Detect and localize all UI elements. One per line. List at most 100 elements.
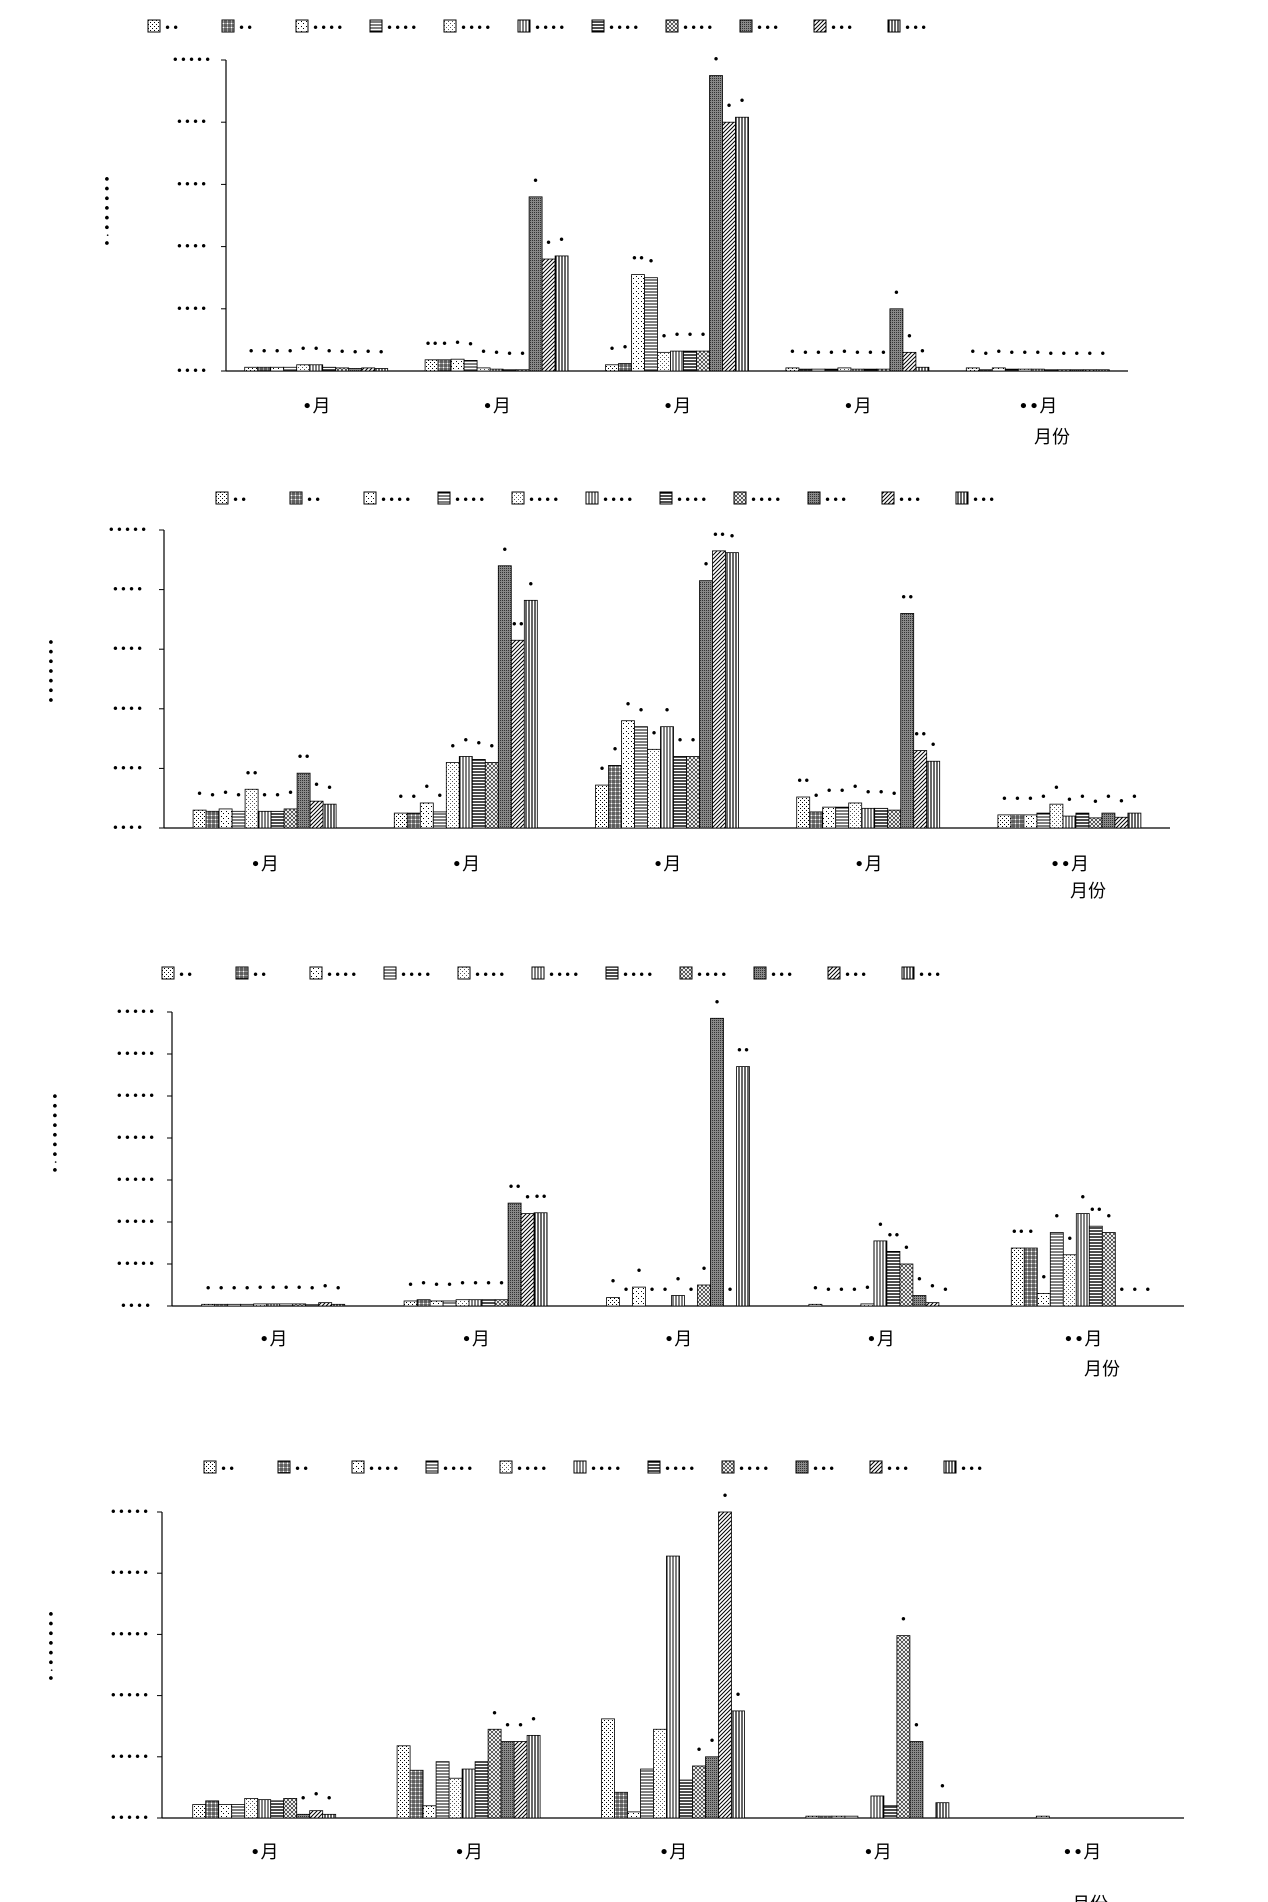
data-label: • [621,341,628,355]
bar [292,1303,307,1307]
bar [683,350,697,372]
data-label: • [209,788,216,802]
bar [476,367,491,372]
legend-swatch-11 [955,491,969,505]
legend-swatch-8 [679,966,693,980]
data-label: • [841,345,848,359]
legend-label-3: •••• [380,493,412,507]
bar [887,809,902,829]
data-label: • [598,762,605,776]
data-label: • [205,1281,212,1295]
bar [824,368,839,372]
y-tick-label-3: •••• [112,702,144,716]
data-label: • [530,1712,537,1726]
data-label: • [454,336,461,350]
bar [614,1791,628,1819]
data-label: • [1118,794,1125,808]
bar [374,368,389,372]
data-label: • [877,1218,884,1232]
bar [445,762,460,829]
bar [1043,369,1058,372]
data-label: •• [534,1190,548,1204]
bar [670,350,684,372]
legend-label-8: •••• [750,493,782,507]
legend-swatch-6 [531,966,545,980]
legend-swatch-7 [647,1460,661,1474]
data-label: • [867,346,874,360]
legend-swatch-1 [147,19,161,33]
data-label: • [995,345,1002,359]
data-label: • [480,345,487,359]
legend-swatch-2 [221,19,235,33]
data-label: • [1131,790,1138,804]
legend-label-1: •• [178,968,194,982]
bar [541,258,556,372]
data-label: • [728,530,735,544]
bar [403,1300,418,1307]
bar [218,1804,233,1819]
bar [1017,368,1032,372]
bar [925,1302,940,1307]
data-label: • [498,1277,505,1291]
bar [528,196,543,372]
data-label: • [1040,790,1047,804]
legend-label-6: •••• [548,968,580,982]
data-label: • [673,328,680,342]
data-label: • [726,1283,733,1297]
bar [1114,816,1129,829]
month-label-2: •月 [461,1329,490,1350]
bar [432,811,447,829]
bar [965,367,980,372]
bar [231,810,246,829]
legend-label-6: •••• [590,1462,622,1476]
legend-swatch-3 [295,19,309,33]
bar [507,1202,522,1307]
y-tick-label-3: ••••• [116,1215,156,1229]
legend: •• •• •••• •••• •••• •••• •••• •••• ••• ••• ••• [215,491,995,507]
data-label: • [789,345,796,359]
data-label: • [1079,790,1086,804]
data-label: •• [796,774,810,788]
data-label: • [309,1282,316,1296]
bar [1049,1232,1064,1307]
legend-label-4: •••• [454,493,486,507]
bar [913,750,928,829]
data-label: • [1027,792,1034,806]
legend-swatch-10 [813,19,827,33]
data-label: •• [508,1180,522,1194]
legend-label-9: ••• [770,968,794,982]
legend-swatch-9 [807,491,821,505]
legend-swatch-2 [277,1460,291,1474]
data-label: • [300,342,307,356]
bar [406,812,421,829]
bar [712,550,726,829]
data-label: • [506,347,513,361]
bar [900,613,915,829]
data-label: • [545,236,552,250]
legend-label-2: •• [238,21,254,35]
data-label: • [663,704,670,718]
bar [455,1299,470,1307]
charts-root: •• •• •••• •••• •••• •••• •••• •••• ••• ••• ••••••… [45,19,1184,1902]
legend-label-7: •••• [664,1462,696,1476]
data-label: •• [736,1044,750,1058]
bar [419,802,434,829]
bar [848,802,863,829]
bar [1101,1232,1116,1307]
bar [673,756,687,829]
data-label: • [611,742,618,756]
bar [618,363,632,372]
y-tick-label-6: ••••• [116,1089,156,1103]
data-label: • [449,739,456,753]
x-axis-label: 月份 [1070,881,1106,902]
bar [322,803,337,829]
bar [697,1284,711,1307]
y-tick-label-5: •••• [176,115,208,129]
data-label: • [1053,1210,1060,1224]
bar [458,756,473,829]
data-label: • [676,733,683,747]
bar [640,1768,654,1819]
data-label: • [1008,346,1015,360]
data-label: • [942,1283,949,1297]
y-tick-label-5: ••••• [110,1566,150,1580]
